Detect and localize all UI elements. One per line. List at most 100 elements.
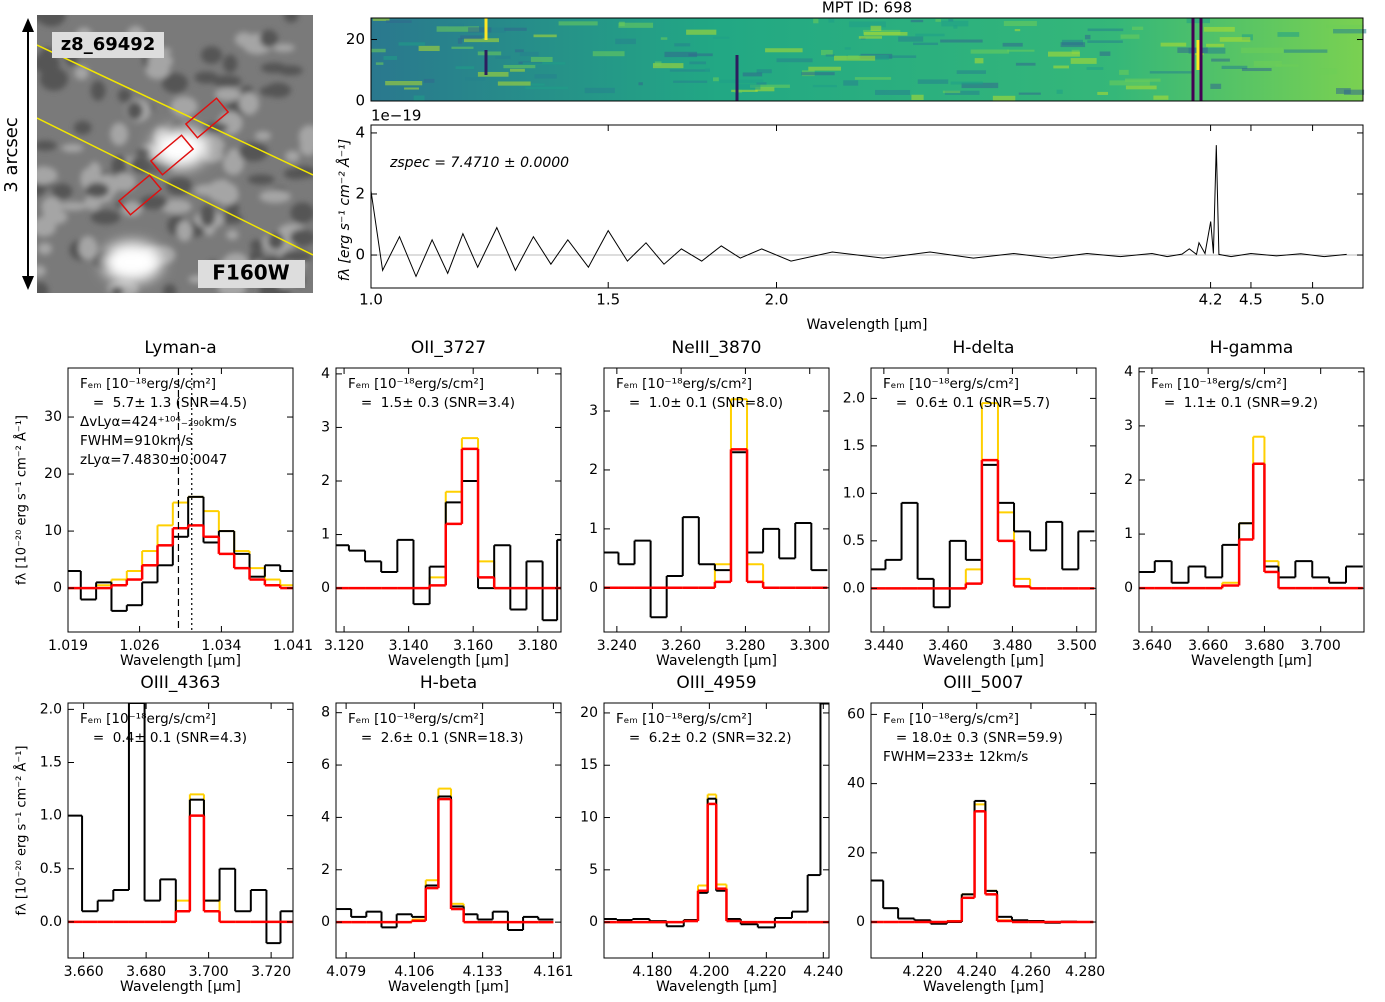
y-tick-label: 6 [321, 757, 330, 773]
spectrum-2d-texture [1221, 65, 1248, 69]
spectrum-2d-texture [974, 58, 984, 64]
x-tick-label: 4.240 [957, 964, 997, 980]
spectrum-2d-texture [519, 51, 539, 57]
spectrum-2d-texture [738, 84, 761, 90]
x-axis-label: Wavelength [μm] [120, 979, 241, 995]
spectrum-2d-texture [820, 49, 833, 56]
galaxy [152, 128, 208, 168]
spectrum-line [371, 145, 1347, 278]
y-tick-label: 60 [847, 706, 865, 722]
x-tick-label: 3.680 [1244, 638, 1284, 654]
spectrum-2d-texture [423, 78, 435, 83]
cutout-image [37, 15, 313, 293]
spectrum-2d-texture [1319, 68, 1338, 75]
x-axis-label: Wavelength [μm] [388, 979, 509, 995]
spectrum-2d-texture [615, 38, 636, 45]
y-tick-label: 0.0 [40, 914, 62, 930]
spectrum-2d-texture [404, 87, 419, 90]
x-axis-label: Wavelength [μm] [923, 979, 1044, 995]
x-tick-label: 3.460 [928, 638, 968, 654]
x-axis-label: Wavelength [μm] [656, 979, 777, 995]
spectrum-2d-texture [533, 34, 557, 38]
x-tick-label: 3.660 [64, 964, 104, 980]
spectrum-2d-texture [1131, 26, 1144, 30]
spectrum-2d-texture [619, 21, 625, 27]
spectrum-2d-texture [935, 19, 941, 22]
x-axis-label: Wavelength [μm] [923, 653, 1044, 669]
y-tick-label: 4 [321, 809, 330, 825]
spectrum-2d-texture [858, 36, 882, 39]
annotation: = 6.2± 0.2 (SNR=32.2) [616, 730, 792, 746]
y-tick-label: 15 [580, 757, 598, 773]
y-tick-label: 1 [589, 521, 598, 537]
y-tick-label: 4 [321, 366, 330, 382]
spectrum-2d-texture [455, 66, 475, 70]
noise-blob [200, 46, 223, 64]
x-tick-label: 4.200 [689, 964, 729, 980]
axes-frame [870, 702, 1097, 959]
spectrum-2d-texture [1018, 92, 1041, 95]
spectrum-2d-texture [765, 48, 803, 53]
spectrum-2d-texture [961, 82, 999, 89]
spectrum-2d-texture [1002, 42, 1023, 47]
spectrum-2d-texture [847, 55, 859, 60]
spectrum-2d-texture [756, 82, 767, 86]
y-tick-label: 1.5 [843, 438, 865, 454]
plot-area [871, 799, 1094, 925]
axes-frame [370, 17, 1364, 102]
y-tick-label: 0 [589, 914, 598, 930]
spectrum-2d-texture [457, 38, 463, 44]
spectrum-2d-texture [1326, 24, 1364, 28]
noise-blob [112, 172, 137, 191]
annotation: = 1.1± 0.1 (SNR=9.2) [1151, 395, 1318, 411]
annotation: Fₑₘ [10⁻¹⁸erg/s/cm²] [616, 376, 752, 392]
y-tick-label: 10 [44, 523, 62, 539]
y-tick-label: 0.0 [843, 580, 865, 596]
noise-blob [238, 92, 260, 115]
noise-blob [52, 183, 73, 199]
label-box [52, 32, 164, 58]
spectrum-2d-texture [664, 51, 698, 58]
spectrum-2d-texture [950, 81, 983, 85]
spectrum-2d-texture [1186, 18, 1210, 24]
noise-blob [90, 210, 121, 225]
spectrum-2d-texture [828, 18, 835, 23]
noise-blob [260, 62, 288, 74]
y-tick-label: 3 [321, 419, 330, 435]
noise-blob [110, 122, 129, 146]
x-tick-label: 1.041 [273, 638, 313, 654]
spectrum-2d-texture [1087, 40, 1123, 43]
plot-area [871, 402, 1095, 609]
noise-blob [37, 15, 66, 27]
noise-blob [272, 43, 295, 52]
spectrum-2d-texture [1343, 89, 1365, 95]
chart-title: OII_3727 [411, 338, 486, 358]
object-id: z8_69492 [61, 34, 156, 55]
y-tick-label: 8 [321, 705, 330, 721]
y-tick-label: 4 [1124, 364, 1133, 380]
annotation: Fₑₘ [10⁻¹⁸erg/s/cm²] [883, 376, 1019, 392]
axes-frame [335, 702, 562, 959]
spectrum-2d-texture [863, 31, 908, 36]
noise-blob [126, 101, 143, 120]
x-tick-label: 4.5 [1239, 291, 1263, 309]
y-tick-label: 20 [346, 30, 365, 48]
y-tick-label: 30 [44, 409, 62, 425]
spectrum-2d-texture [875, 89, 911, 95]
plot-area [371, 145, 1347, 278]
noise-blob [226, 229, 239, 240]
spectrum-2d-texture [1241, 68, 1272, 72]
axes-frame [67, 702, 294, 959]
y-axis-label: fλ [10⁻²⁰ erg s⁻¹ cm⁻² Å⁻¹] [14, 746, 30, 916]
y-tick-label: 20 [847, 845, 865, 861]
spectrum-2d-texture [673, 80, 708, 83]
spectrum-2d-texture [1153, 95, 1169, 100]
spectrum-2d-texture [1210, 83, 1222, 89]
spectrum-2d-texture [731, 89, 758, 92]
plot-area [1139, 435, 1363, 590]
label-box [198, 260, 305, 288]
noise-blob [37, 282, 49, 293]
noise-blob [194, 71, 219, 84]
axes-frame [1138, 367, 1365, 633]
